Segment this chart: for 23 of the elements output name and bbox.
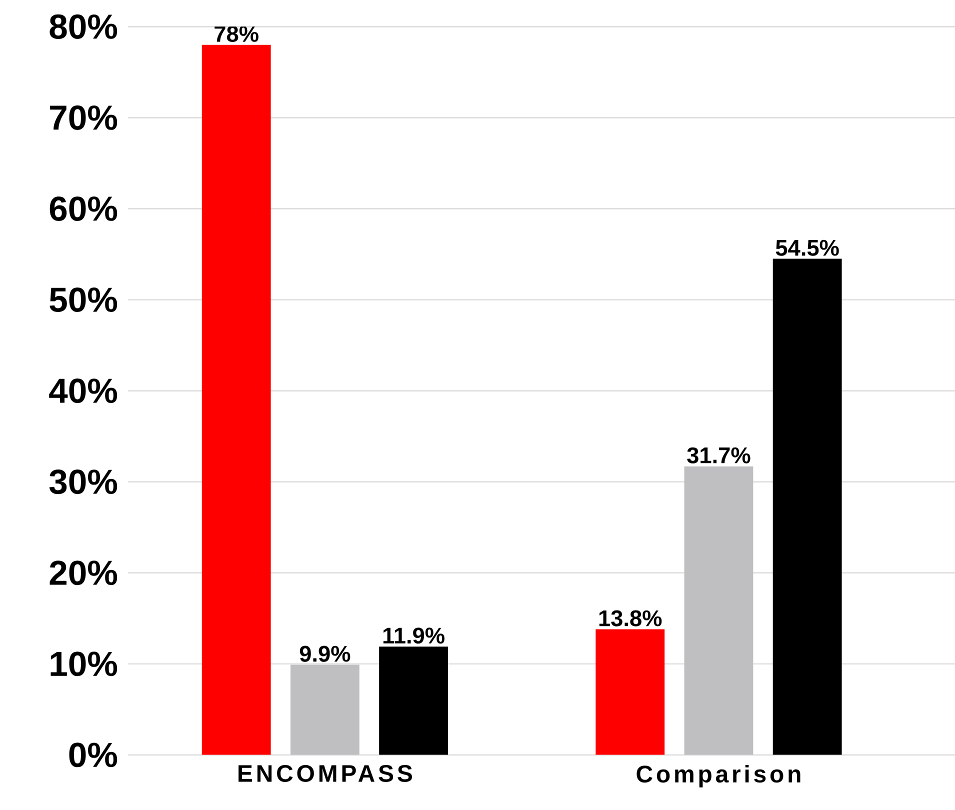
x-tick-label: ENCOMPASS	[238, 765, 412, 782]
y-tick-label: 20%	[50, 560, 118, 586]
bar	[684, 466, 754, 756]
data-label: 78%	[214, 26, 258, 42]
data-label: 54.5%	[776, 240, 839, 256]
bar	[202, 45, 271, 756]
data-label: 11.9%	[383, 628, 444, 644]
bar	[379, 646, 448, 756]
data-label: 9.9%	[300, 646, 350, 662]
y-tick-label: 70%	[50, 106, 118, 130]
y-tick-label: 60%	[50, 196, 118, 222]
bar	[772, 259, 842, 756]
bar	[290, 664, 360, 756]
y-tick-label: 80%	[50, 14, 118, 40]
data-label: 13.8%	[599, 610, 662, 627]
x-tick-label: Comparison	[636, 765, 800, 788]
y-tick-label: 50%	[50, 288, 118, 312]
data-label: 31.7%	[687, 448, 750, 464]
bar	[596, 629, 665, 756]
y-tick-label: 30%	[49, 470, 118, 494]
y-tick-label: 0%	[69, 742, 118, 768]
y-tick-label: 10%	[50, 652, 118, 676]
y-tick-label: 40%	[49, 378, 118, 404]
